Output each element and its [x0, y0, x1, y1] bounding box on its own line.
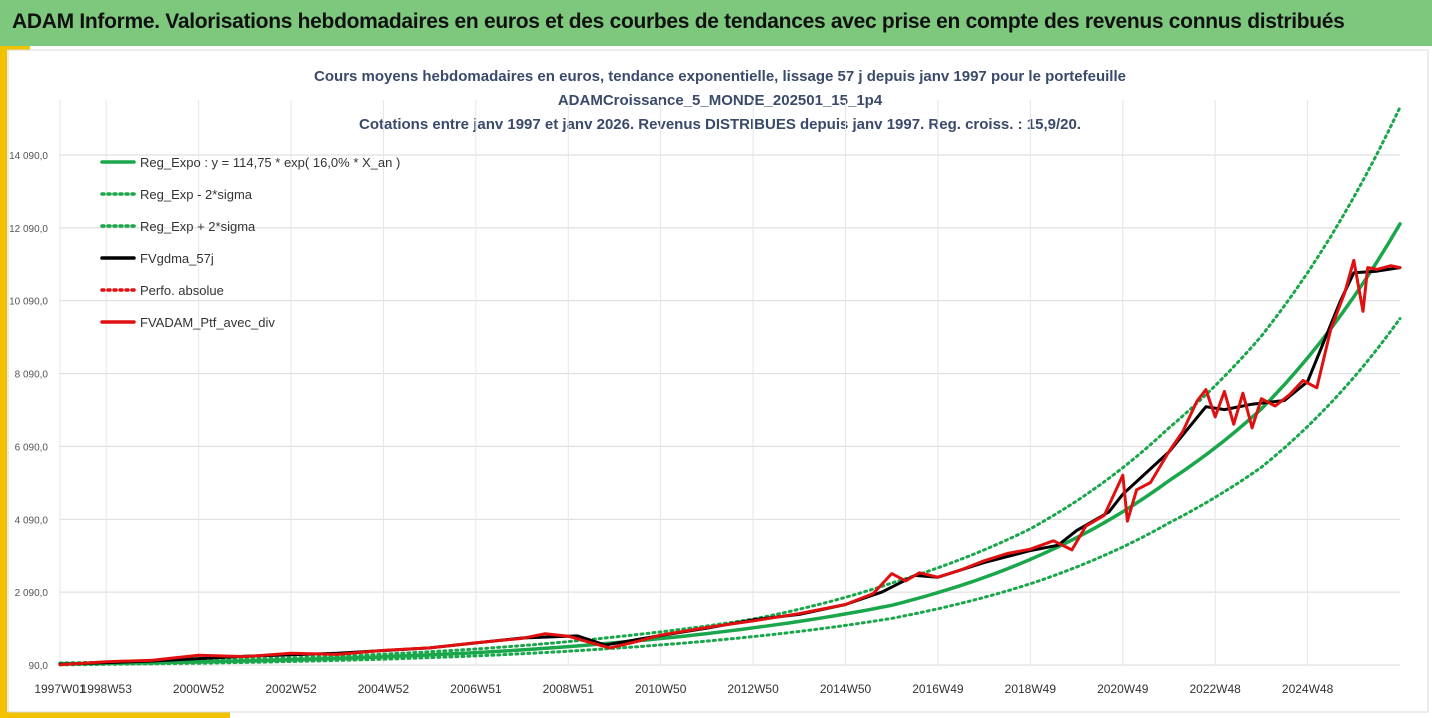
accent-bar-bottom: [0, 712, 230, 718]
y-tick-label: 14 090,0: [9, 151, 48, 162]
x-tick-label: 2002W52: [265, 682, 317, 696]
legend-label: Reg_Expo : y = 114,75 * exp( 16,0% * X_a…: [140, 155, 400, 170]
x-tick-label: 2012W50: [727, 682, 779, 696]
y-tick-label: 4 090,0: [15, 515, 49, 526]
x-tick-label: 2024W48: [1282, 682, 1334, 696]
legend-label: Reg_Exp + 2*sigma: [140, 219, 256, 234]
chart-title-line-1: Cours moyens hebdomadaires en euros, ten…: [314, 68, 1126, 85]
chart-title-line-2: ADAMCroissance_5_MONDE_202501_15_1p4: [558, 92, 883, 109]
legend-label: FVgdma_57j: [140, 251, 214, 266]
y-tick-label: 2 090,0: [15, 588, 49, 599]
header-banner: ADAM Informe. Valorisations hebdomadaire…: [0, 0, 1432, 46]
series: [58, 105, 1402, 667]
series-line-reg-exp-2-sigma: [58, 105, 1402, 665]
plot-area-border: [7, 49, 1429, 713]
x-tick-label: 2020W49: [1097, 682, 1149, 696]
x-tick-label: 1997W01: [34, 682, 86, 696]
chart-title-line-3: Cotations entre janv 1997 et janv 2026. …: [359, 116, 1081, 133]
series-line-fvadam-ptf-avec-div: [58, 258, 1402, 667]
report-title: ADAM Informe. Valorisations hebdomadaire…: [12, 10, 1345, 33]
accent-bar-left: [0, 46, 7, 718]
accent-bar-top: [0, 46, 30, 50]
legend-label: FVADAM_Ptf_avec_div: [140, 315, 275, 330]
x-tick-label: 2022W48: [1189, 682, 1241, 696]
y-tick-label: 10 090,0: [9, 297, 48, 308]
chart-title: Cours moyens hebdomadaires en euros, ten…: [314, 68, 1126, 133]
y-axis: 90,0 2 090,0 4 090,0 6 090,0 8 090,0 10 090,0…: [9, 151, 48, 672]
x-tick-label: 2000W52: [173, 682, 225, 696]
y-tick-label: 12 090,0: [9, 224, 48, 235]
x-tick-label: 2008W51: [543, 682, 595, 696]
x-tick-label: 2018W49: [1005, 682, 1057, 696]
x-tick-label: 2004W52: [358, 682, 410, 696]
x-tick-label: 2014W50: [820, 682, 872, 696]
x-tick-label: 2006W51: [450, 682, 502, 696]
x-tick-label: 2010W50: [635, 682, 687, 696]
series-line-reg-expo: [58, 222, 1402, 666]
x-tick-label: 2016W49: [912, 682, 964, 696]
series-line-reg-exp-2-sigma: [58, 317, 1402, 667]
legend-label: Perfo. absolue: [140, 283, 224, 298]
y-tick-label: 90,0: [29, 661, 49, 672]
y-tick-label: 8 090,0: [15, 370, 49, 381]
grid: [59, 100, 1400, 666]
x-tick-label: 1998W53: [81, 682, 133, 696]
legend-label: Reg_Exp - 2*sigma: [140, 187, 253, 202]
legend: Reg_Expo : y = 114,75 * exp( 16,0% * X_a…: [100, 155, 400, 330]
y-tick-label: 6 090,0: [15, 442, 49, 453]
